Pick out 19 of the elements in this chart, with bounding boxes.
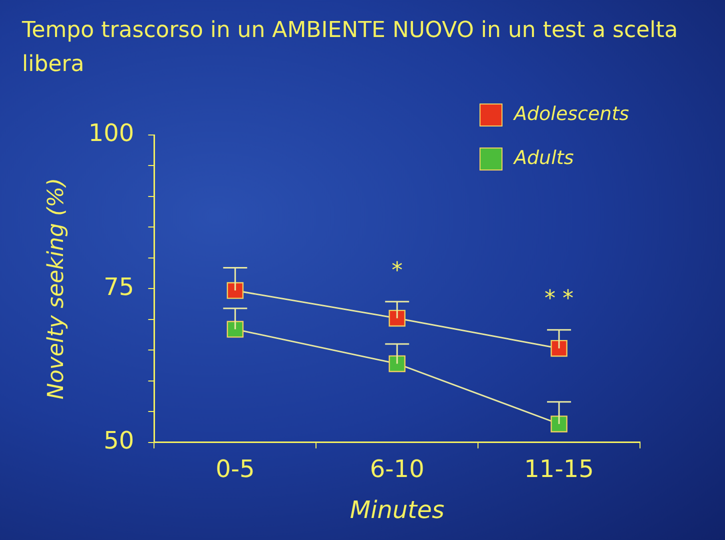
annotation: *: [392, 258, 403, 284]
x-tick-label: 11-15: [524, 455, 594, 484]
y-axis-title: Novelty seeking (%): [44, 178, 69, 400]
point: [226, 320, 244, 338]
legend-label: Adolescents: [512, 102, 630, 125]
y-tick-label: 50: [104, 426, 134, 455]
x-tick-label: 6-10: [370, 455, 424, 484]
y-tick-label: 75: [104, 272, 134, 301]
x-axis-title: Minutes: [350, 496, 444, 524]
point: [550, 416, 568, 432]
annotation: * *: [544, 286, 574, 312]
y-tick-label: 100: [88, 119, 134, 148]
point: [388, 355, 406, 372]
x-tick-label: 0-5: [216, 455, 255, 484]
point: [388, 310, 406, 327]
point: [550, 340, 568, 357]
point: [226, 282, 244, 299]
legend-label: Adults: [512, 146, 574, 169]
chart-title: Tempo trascorso in un AMBIENTE NUOVO in un test a scelta libera: [22, 17, 679, 79]
